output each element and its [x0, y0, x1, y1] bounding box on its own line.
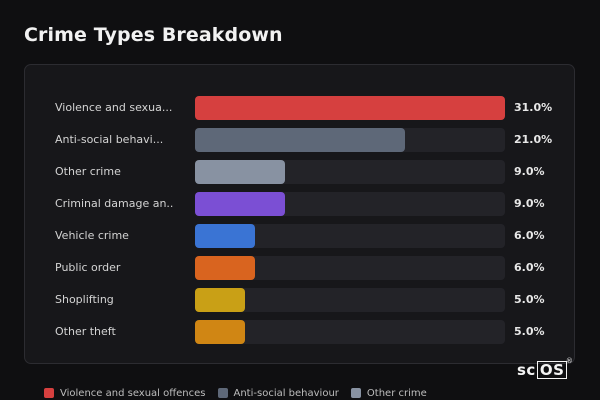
- bar-row: Shoplifting 5.0%: [25, 288, 574, 312]
- bar: [195, 160, 285, 184]
- bar-category-label: Criminal damage an...: [55, 197, 173, 210]
- bar-value-label: 5.0%: [514, 325, 545, 338]
- legend-swatch: [350, 388, 361, 398]
- bar-track: [195, 96, 505, 120]
- bar-category-label: Anti-social behavi...: [55, 133, 164, 146]
- bar-row: Vehicle crime 6.0%: [25, 224, 574, 248]
- bar-category-label: Vehicle crime: [55, 229, 129, 242]
- bar-category-label: Violence and sexua...: [55, 101, 173, 114]
- bar-row: Anti-social behavi... 21.0%: [25, 128, 574, 152]
- legend-item: Other crime: [350, 387, 427, 399]
- bar-row: Violence and sexua... 31.0%: [25, 96, 574, 120]
- bar-track: [195, 224, 505, 248]
- logo-prefix: sc: [517, 361, 536, 379]
- logo-registered-mark: ®: [565, 357, 574, 365]
- scos-logo: sc OS ®: [517, 357, 573, 380]
- chart-card: Violence and sexua... 31.0% Anti-social be…: [24, 64, 575, 364]
- bar: [195, 320, 245, 344]
- bar-value-label: 9.0%: [514, 197, 545, 210]
- bar-track: [195, 320, 505, 344]
- bar: [195, 256, 255, 280]
- bar: [195, 96, 505, 120]
- bar-value-label: 21.0%: [514, 133, 553, 146]
- bar-value-label: 5.0%: [514, 293, 545, 306]
- legend-item: Violence and sexual offences: [44, 388, 206, 399]
- bar: [195, 288, 245, 312]
- bar: [195, 128, 405, 152]
- bar-track: [195, 288, 505, 312]
- legend-swatch: [44, 388, 54, 398]
- legend-item: Anti-social behaviour: [217, 387, 339, 399]
- chart-title: Crime Types Breakdown: [24, 24, 283, 46]
- legend-label: Anti-social behaviour: [233, 387, 339, 399]
- legend-label: Other crime: [366, 387, 427, 399]
- chart-legend: Violence and sexual offences Anti-social …: [44, 386, 427, 400]
- bar: [195, 192, 285, 216]
- bar-track: [195, 128, 505, 152]
- bar-value-label: 9.0%: [514, 165, 545, 178]
- bar-value-label: 6.0%: [514, 229, 545, 242]
- bar-track: [195, 192, 505, 216]
- bar-row: Other crime 9.0%: [25, 160, 574, 184]
- bar-row: Other theft 5.0%: [25, 320, 574, 344]
- bar-track: [195, 256, 505, 280]
- bar: [195, 224, 255, 248]
- legend-swatch: [217, 388, 228, 398]
- bar-category-label: Public order: [55, 261, 121, 274]
- legend-label: Violence and sexual offences: [60, 387, 206, 399]
- bar-value-label: 31.0%: [514, 101, 553, 114]
- bar-category-label: Other theft: [55, 325, 116, 338]
- bar-row: Public order 6.0%: [25, 256, 574, 280]
- logo-boxed-text: OS: [536, 361, 568, 379]
- bar-category-label: Shoplifting: [55, 293, 114, 306]
- bar-track: [195, 160, 505, 184]
- bar-row: Criminal damage an... 9.0%: [25, 192, 574, 216]
- bar-category-label: Other crime: [55, 165, 121, 178]
- bar-value-label: 6.0%: [514, 261, 545, 274]
